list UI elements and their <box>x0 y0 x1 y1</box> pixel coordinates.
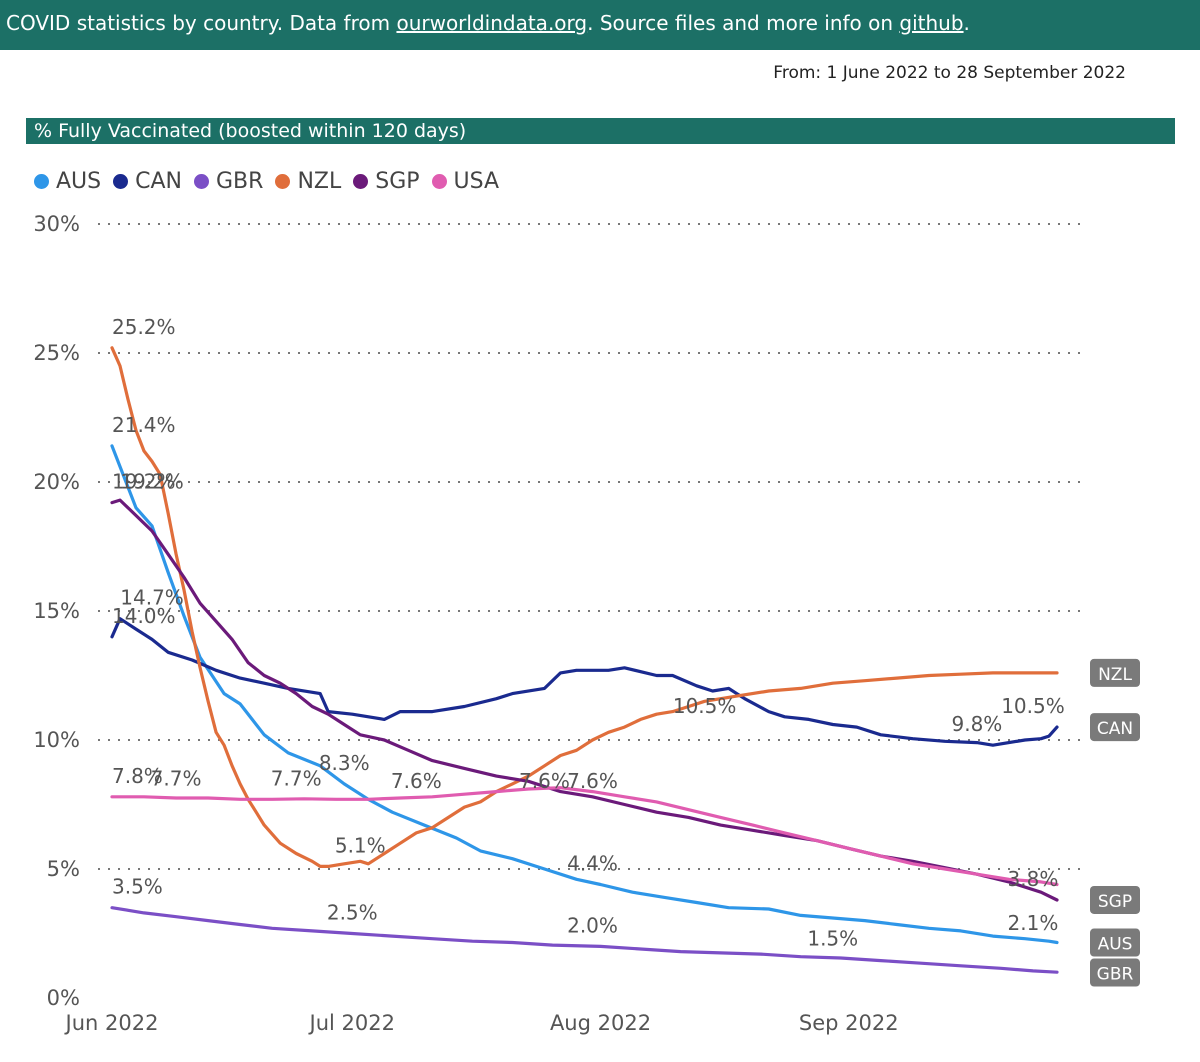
data-label: 8.3% <box>319 751 370 775</box>
x-tick-label: Jul 2022 <box>308 1011 395 1035</box>
legend-label: NZL <box>297 168 342 194</box>
legend-label: CAN <box>135 168 182 194</box>
date-range: From: 1 June 2022 to 28 September 2022 <box>773 63 1126 83</box>
data-label: 10.5% <box>673 694 737 718</box>
data-label: 14.0% <box>112 604 176 628</box>
legend-marker <box>431 173 447 189</box>
y-tick-label: 15% <box>33 599 80 623</box>
header-text-prefix: COVID statistics by country. Data from <box>6 11 397 35</box>
legend-item-sgp[interactable]: SGP <box>353 168 420 194</box>
data-label: 7.7% <box>151 766 202 790</box>
data-label: 5.1% <box>335 833 386 857</box>
chart-title: % Fully Vaccinated (boosted within 120 d… <box>26 118 1175 144</box>
series-line-nzl <box>110 346 1059 868</box>
data-label: 21.4% <box>112 413 176 437</box>
legend-label: SGP <box>375 168 420 194</box>
legend-item-nzl[interactable]: NZL <box>275 169 341 194</box>
end-tag-label: SGP <box>1098 892 1132 912</box>
end-tag-box-sgp <box>1090 885 1140 914</box>
series-line-aus <box>110 444 1059 945</box>
data-label: 14.7% <box>120 586 184 610</box>
data-label: 19.2% <box>120 470 184 494</box>
data-label: 7.6% <box>391 769 442 793</box>
legend-marker <box>353 173 369 189</box>
series-line-gbr <box>110 906 1059 974</box>
end-tag-box-nzl <box>1090 658 1140 687</box>
data-label: 10.5% <box>1001 694 1065 718</box>
end-tag-box-aus <box>1090 928 1140 957</box>
data-label: 2.0% <box>567 913 618 937</box>
y-tick-label: 10% <box>33 728 80 752</box>
data-label: 7.7% <box>271 766 322 790</box>
data-label: 7.6% <box>519 769 570 793</box>
legend-label: AUS <box>56 168 102 194</box>
x-tick-label: Jun 2022 <box>64 1011 159 1035</box>
legend-marker <box>113 173 129 189</box>
chart-legend: AUS CAN GBR NZL SGP USA <box>34 166 511 196</box>
y-tick-label: 25% <box>33 341 80 365</box>
legend-item-gbr[interactable]: GBR <box>194 169 263 194</box>
data-label: 7.8% <box>112 764 163 788</box>
series-line-can <box>110 617 1059 747</box>
data-label: 9.8% <box>952 712 1003 736</box>
end-tag-label: AUS <box>1098 935 1133 955</box>
header-banner: COVID statistics by country. Data from o… <box>0 0 1200 50</box>
legend-label: GBR <box>216 168 264 194</box>
y-tick-label: 5% <box>47 857 80 881</box>
data-label: 1.5% <box>807 926 858 950</box>
series-line-sgp <box>110 498 1059 902</box>
data-label: 4.4% <box>567 851 618 875</box>
x-tick-label: Aug 2022 <box>550 1011 651 1035</box>
end-tag-label: GBR <box>1097 965 1134 985</box>
legend-item-aus[interactable]: AUS <box>34 169 101 194</box>
end-tag-box-gbr <box>1090 958 1140 987</box>
github-link[interactable]: github <box>899 11 964 35</box>
data-label: 3.8% <box>1008 867 1059 891</box>
data-label: 19.2% <box>112 470 176 494</box>
legend-item-usa[interactable]: USA <box>431 168 500 194</box>
header-text-suffix: . <box>963 11 970 35</box>
series-line-usa <box>110 786 1059 887</box>
data-label: 25.2% <box>112 315 176 339</box>
data-label: 3.5% <box>112 875 163 899</box>
end-tag-box-can <box>1090 713 1140 742</box>
y-tick-label: 0% <box>47 986 80 1010</box>
legend-marker <box>34 173 49 189</box>
legend-marker <box>194 173 209 189</box>
legend-item-can[interactable]: CAN <box>113 169 182 194</box>
y-tick-label: 20% <box>33 470 80 494</box>
data-label: 7.6% <box>567 769 618 793</box>
x-tick-label: Sep 2022 <box>799 1011 899 1035</box>
data-label: 2.1% <box>1008 911 1059 935</box>
end-tag-label: NZL <box>1098 665 1132 685</box>
y-tick-label: 30% <box>33 212 80 236</box>
ourworldindata-link[interactable]: ourworldindata.org <box>396 11 588 35</box>
data-label: 2.5% <box>327 901 378 925</box>
header-text-middle: . Source files and more info on <box>587 11 900 35</box>
legend-label: USA <box>453 168 500 194</box>
legend-marker <box>275 173 291 189</box>
end-tag-label: CAN <box>1097 719 1133 739</box>
